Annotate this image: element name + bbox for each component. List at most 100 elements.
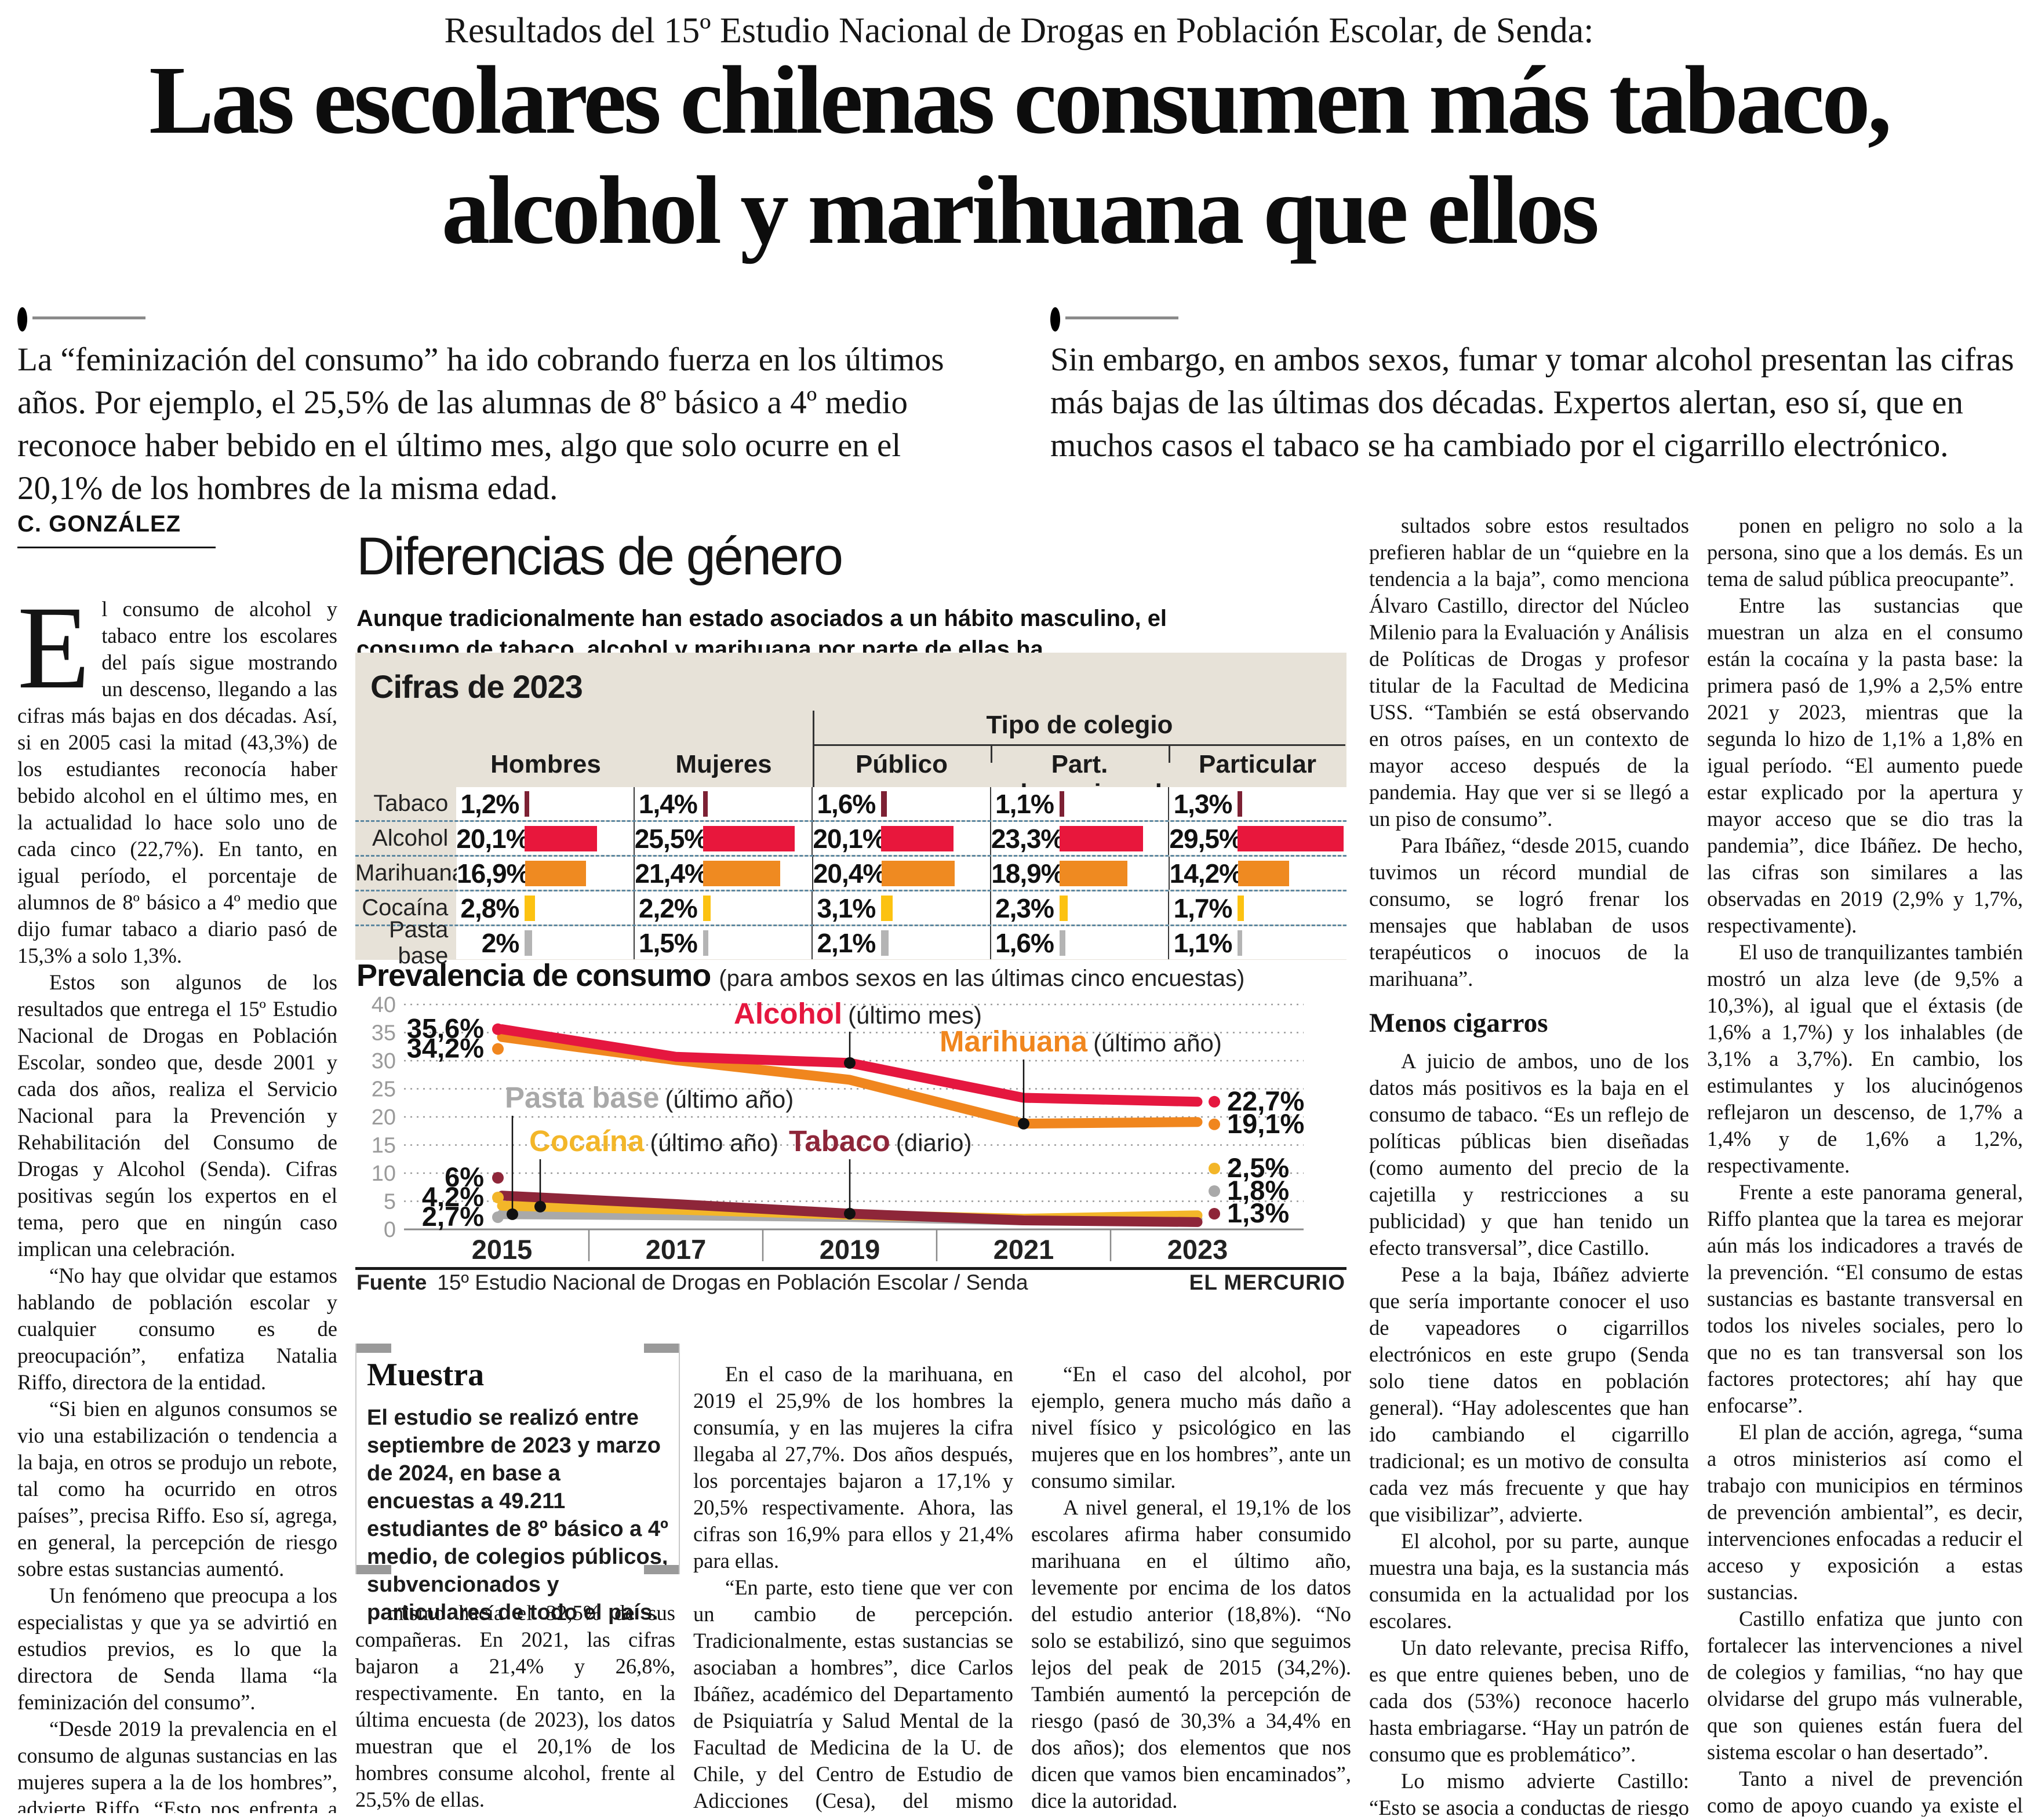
table-cell: 21,4% bbox=[634, 857, 812, 890]
svg-text:2,7%: 2,7% bbox=[422, 1201, 484, 1232]
svg-text:2023: 2023 bbox=[1167, 1234, 1228, 1265]
paragraph: mismo hacía el 32,5% de sus compañeras. … bbox=[355, 1601, 675, 1811]
bar bbox=[1059, 930, 1065, 956]
bar bbox=[525, 930, 532, 956]
table-cell: 1,1% bbox=[989, 787, 1169, 820]
lead-bullet-decoration bbox=[17, 306, 968, 338]
divider bbox=[991, 744, 992, 763]
bar bbox=[703, 791, 708, 817]
paragraph: Al respecto, especialistas con- bbox=[1031, 1814, 1351, 1819]
paragraph-list: A juicio de ambos, uno de los datos más … bbox=[1369, 1048, 1689, 1817]
table-cell: 3,1% bbox=[811, 891, 990, 924]
value-label: 3,1% bbox=[817, 893, 876, 923]
svg-text:6%: 6% bbox=[445, 1162, 484, 1192]
table-cell: 18,9% bbox=[990, 857, 1169, 890]
body-column-3: En el caso de la marihuana, en 2019 el 2… bbox=[693, 1361, 1013, 1819]
chart-subtitle: (para ambos sexos en las últimas cinco e… bbox=[719, 966, 1244, 991]
value-label: 20,1% bbox=[456, 823, 529, 854]
value-label: 14,2% bbox=[1169, 858, 1243, 889]
bar bbox=[525, 825, 597, 851]
source-line: Fuente 15º Estudio Nacional de Drogas en … bbox=[356, 1271, 1345, 1295]
chart-subtitle-text: (para ambos sexos en las últimas cinco e… bbox=[719, 966, 1245, 991]
value-label: 2,3% bbox=[995, 893, 1054, 923]
corner-mark-icon bbox=[355, 1565, 391, 1574]
table-row: Marihuana 16,9% 21,4% 20,4% 18,9% 14,2% bbox=[355, 855, 1347, 890]
value-label: 2,1% bbox=[817, 927, 876, 958]
divider bbox=[1065, 316, 1178, 319]
svg-text:0: 0 bbox=[384, 1218, 396, 1242]
value-label: 1,1% bbox=[995, 788, 1054, 819]
table-cell: 2% bbox=[456, 926, 634, 959]
table-cell: 1,7% bbox=[1168, 891, 1346, 924]
svg-text:2,5%: 2,5% bbox=[1227, 1152, 1289, 1183]
table-cell: 25,5% bbox=[633, 822, 812, 855]
paragraph: Lo mismo advierte Castillo: “Esto se aso… bbox=[1369, 1769, 1689, 1817]
bullet-icon bbox=[17, 307, 27, 332]
paragraph: Pese a la baja, Ibáñez advierte que serí… bbox=[1369, 1262, 1689, 1526]
cifras-2023-panel: Cifras de 2023 Tipo de colegio Hombres Mu… bbox=[355, 653, 1347, 969]
value-label: 21,4% bbox=[635, 858, 708, 889]
column-header: Particular bbox=[1199, 750, 1316, 778]
paragraph-text: l consumo de alcohol y tabaco entre los … bbox=[17, 597, 337, 967]
paragraph: Estos son algunos de los resultados que … bbox=[17, 970, 337, 1261]
paragraph: A nivel general, el 19,1% de los escolar… bbox=[1031, 1495, 1351, 1812]
headline: Las escolares chilenas consumen más taba… bbox=[0, 45, 2038, 265]
body-column-4: “En el caso del alcohol, por ejemplo, ge… bbox=[1031, 1361, 1351, 1819]
table-cell: 23,3% bbox=[989, 822, 1169, 855]
table-cell: 2,1% bbox=[811, 926, 990, 959]
divider bbox=[679, 1344, 680, 1574]
chart-title: Prevalencia de consumo (para ambos sexos… bbox=[356, 958, 1244, 993]
table-cell: 2,8% bbox=[456, 891, 634, 924]
bar bbox=[703, 860, 781, 886]
table-row: Alcohol 20,1% 25,5% 20,1% 23,3% 29,5% bbox=[355, 820, 1346, 855]
table-cell: 14,2% bbox=[1168, 857, 1347, 890]
body-column-2: mismo hacía el 32,5% de sus compañeras. … bbox=[355, 1600, 675, 1819]
column-header: Mujeres bbox=[675, 750, 772, 778]
value-label: 20,1% bbox=[813, 823, 886, 854]
paragraph: “En el caso del alcohol, por ejemplo, ge… bbox=[1031, 1362, 1351, 1493]
table-cell: 1,6% bbox=[989, 926, 1169, 959]
bar bbox=[881, 791, 887, 817]
paragraph: Frente a este panorama general, Riffo pl… bbox=[1707, 1180, 2023, 1417]
table-row: Pasta base 2% 1,5% 2,1% 1,6% 1,1% bbox=[355, 917, 1346, 969]
value-label: 2,8% bbox=[460, 893, 519, 923]
svg-text:34,2%: 34,2% bbox=[407, 1033, 484, 1064]
table-cell: 20,1% bbox=[456, 822, 634, 855]
bar bbox=[1238, 930, 1243, 956]
value-label: 1,3% bbox=[1173, 788, 1233, 819]
bar bbox=[1060, 860, 1128, 886]
bar bbox=[1238, 895, 1244, 921]
headline-line-1: Las escolares chilenas consumen más taba… bbox=[149, 46, 1892, 154]
table-cell: 2,3% bbox=[989, 891, 1169, 924]
value-label: 2% bbox=[481, 927, 519, 958]
paragraph-list: mismo hacía el 32,5% de sus compañeras. … bbox=[355, 1600, 675, 1813]
table-row: Cocaína 2,8% 2,2% 3,1% 2,3% 1,7% bbox=[355, 890, 1346, 924]
group-header: Tipo de colegio bbox=[986, 711, 1173, 739]
bar bbox=[525, 791, 530, 817]
infographic-title: Diferencias de género bbox=[356, 527, 843, 586]
bar bbox=[1059, 895, 1068, 921]
paragraph: “En parte, esto tiene que ver con un cam… bbox=[693, 1575, 1013, 1819]
table-cell: 2,2% bbox=[633, 891, 812, 924]
table-row: Tabaco 1,2% 1,4% 1,6% 1,1% 1,3% bbox=[355, 787, 1346, 820]
chart-title-text: Prevalencia de consumo bbox=[356, 958, 711, 993]
svg-text:Marihuana(último año): Marihuana (último año) bbox=[940, 1025, 1222, 1058]
divider bbox=[355, 1344, 356, 1574]
svg-text:19,1%: 19,1% bbox=[1227, 1108, 1304, 1139]
svg-text:10: 10 bbox=[372, 1162, 396, 1186]
paragraph: Castillo enfatiza que junto con fortalec… bbox=[1707, 1607, 2023, 1764]
value-label: 1,5% bbox=[638, 927, 698, 958]
bar bbox=[881, 825, 954, 851]
paragraph: “Si bien en algunos consumos se vio una … bbox=[17, 1397, 337, 1581]
svg-text:1,8%: 1,8% bbox=[1227, 1175, 1289, 1206]
paragraph: Para Ibáñez, “desde 2015, cuando tuvimos… bbox=[1369, 833, 1689, 991]
corner-mark-icon bbox=[644, 1565, 680, 1574]
paragraph: Entre las sustancias que muestran un alz… bbox=[1707, 594, 2023, 937]
value-label: 23,3% bbox=[991, 823, 1064, 854]
bar bbox=[1238, 791, 1243, 817]
svg-text:20: 20 bbox=[372, 1105, 396, 1130]
bar bbox=[1238, 825, 1344, 851]
